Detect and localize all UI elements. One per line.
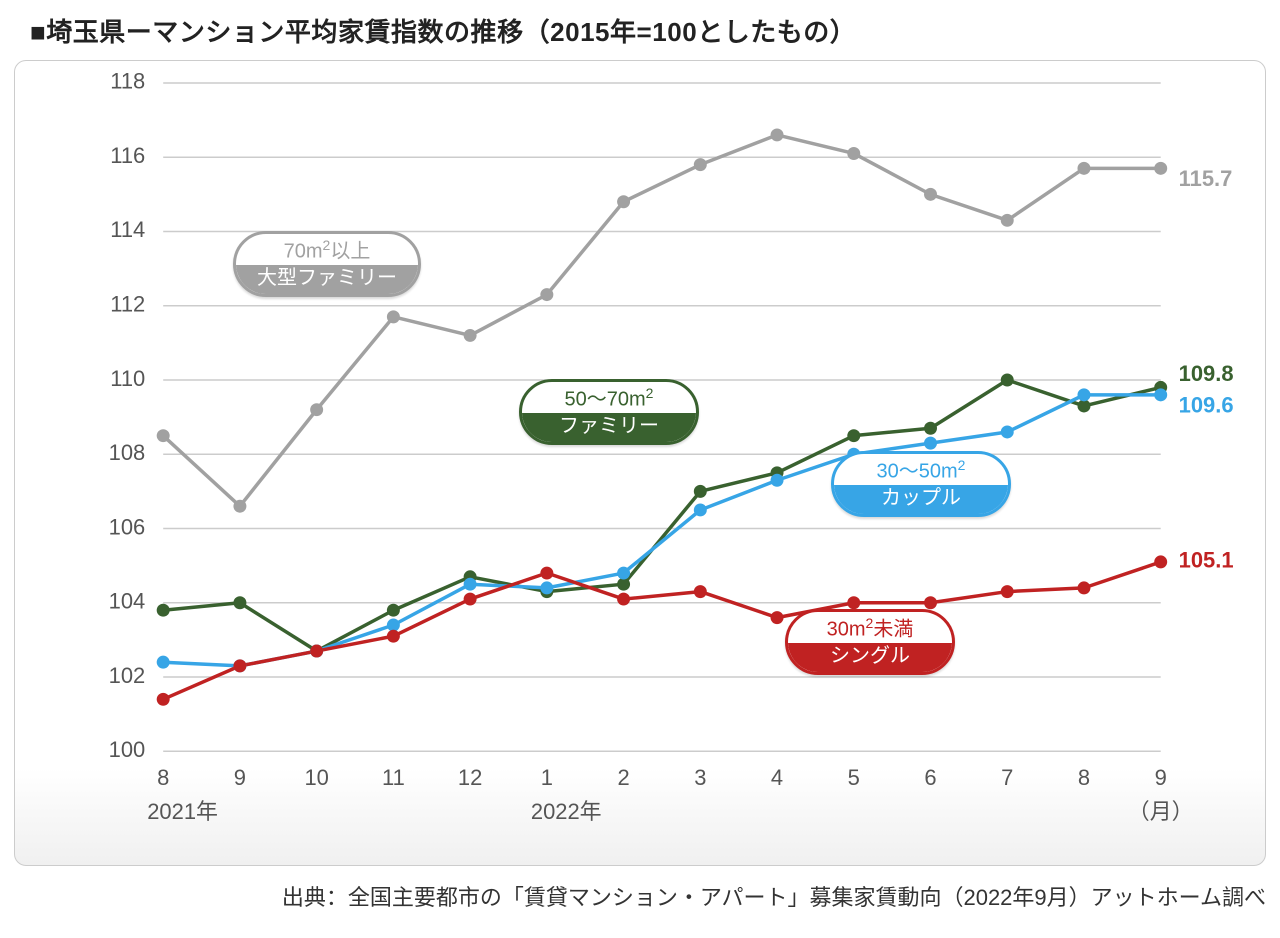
series-marker-large_family [694,158,707,171]
series-marker-family [694,485,707,498]
x-month-unit: （月） [1128,799,1194,824]
series-line-single [163,562,1161,699]
y-tick-label: 118 [110,69,145,94]
series-marker-large_family [540,288,553,301]
y-tick-label: 108 [109,440,146,465]
series-marker-large_family [617,195,630,208]
x-tick-label: 11 [382,765,405,790]
series-marker-large_family [310,403,323,416]
series-marker-single [157,693,170,706]
series-marker-large_family [771,128,784,141]
series-marker-large_family [387,310,400,323]
series-marker-couple [1001,425,1014,438]
series-end-label-family: 109.8 [1179,361,1234,386]
chart-title: ■埼玉県ーマンション平均家賃指数の推移（2015年=100としたもの） [30,12,856,49]
series-marker-couple [540,581,553,594]
legend-pill-couple: 30〜50m2カップル [831,451,1011,517]
legend-pill-top: 50〜70m2 [522,382,696,413]
y-tick-label: 106 [109,514,146,539]
legend-pill-family: 50〜70m2ファミリー [519,379,699,445]
x-tick-label: 8 [157,765,169,790]
x-tick-label: 3 [694,765,706,790]
x-tick-label: 4 [771,765,783,790]
series-marker-couple [387,619,400,632]
legend-pill-single: 30m2未満シングル [785,609,955,675]
series-marker-single [233,659,246,672]
series-marker-couple [1077,388,1090,401]
x-tick-label: 7 [1001,765,1013,790]
series-marker-single [310,645,323,658]
series-marker-couple [464,578,477,591]
series-marker-single [1077,581,1090,594]
x-tick-label: 10 [304,765,328,790]
series-marker-large_family [233,500,246,513]
y-tick-label: 104 [109,589,146,614]
series-marker-single [1154,555,1167,568]
series-marker-single [847,596,860,609]
series-marker-family [1001,374,1014,387]
series-marker-family [233,596,246,609]
y-tick-label: 102 [109,663,146,688]
legend-pill-bottom: 大型ファミリー [236,265,418,294]
x-tick-label: 9 [234,765,246,790]
series-marker-couple [1154,388,1167,401]
series-marker-large_family [464,329,477,342]
series-marker-large_family [1077,162,1090,175]
legend-pill-top: 30〜50m2 [834,454,1008,485]
series-marker-couple [157,656,170,669]
y-tick-label: 110 [110,366,145,391]
series-marker-family [157,604,170,617]
chart-plot: 1001021041061081101121141161188910111212… [15,61,1265,865]
x-tick-label: 5 [848,765,860,790]
series-marker-large_family [1001,214,1014,227]
series-marker-large_family [924,188,937,201]
legend-pill-bottom: ファミリー [522,413,696,442]
y-tick-label: 116 [110,143,145,168]
x-tick-label: 1 [541,765,553,790]
x-year-label: 2022年 [531,799,602,824]
y-tick-label: 114 [110,217,145,242]
series-marker-single [924,596,937,609]
x-tick-label: 8 [1078,765,1090,790]
series-marker-single [694,585,707,598]
legend-pill-top: 70m2以上 [236,234,418,265]
series-marker-single [540,567,553,580]
series-line-large_family [163,135,1161,506]
x-tick-label: 2 [617,765,629,790]
series-marker-large_family [157,429,170,442]
legend-pill-large_family: 70m2以上大型ファミリー [233,231,421,297]
series-marker-single [464,593,477,606]
y-tick-label: 100 [109,737,146,762]
series-marker-couple [694,503,707,516]
series-marker-single [771,611,784,624]
chart-container: 1001021041061081101121141161188910111212… [14,60,1266,866]
series-end-label-single: 105.1 [1179,548,1234,573]
legend-pill-top: 30m2未満 [788,612,952,643]
y-tick-label: 112 [110,292,145,317]
x-tick-label: 6 [924,765,936,790]
series-marker-couple [617,567,630,580]
series-marker-single [387,630,400,643]
series-marker-couple [771,474,784,487]
x-tick-label: 9 [1155,765,1167,790]
series-marker-couple [924,437,937,450]
series-marker-large_family [847,147,860,160]
legend-pill-bottom: カップル [834,485,1008,514]
source-citation: 出典：全国主要都市の「賃貸マンション・アパート」募集家賃動向（2022年9月）ア… [6,880,1266,912]
series-marker-family [617,578,630,591]
series-marker-family [847,429,860,442]
series-marker-single [617,593,630,606]
series-end-label-large_family: 115.7 [1179,166,1233,191]
series-marker-large_family [1154,162,1167,175]
legend-pill-bottom: シングル [788,643,952,672]
series-marker-family [924,422,937,435]
x-year-label: 2021年 [147,799,218,824]
series-marker-single [1001,585,1014,598]
series-end-label-couple: 109.6 [1179,393,1234,418]
series-marker-family [1077,399,1090,412]
series-marker-family [387,604,400,617]
x-tick-label: 12 [458,765,482,790]
